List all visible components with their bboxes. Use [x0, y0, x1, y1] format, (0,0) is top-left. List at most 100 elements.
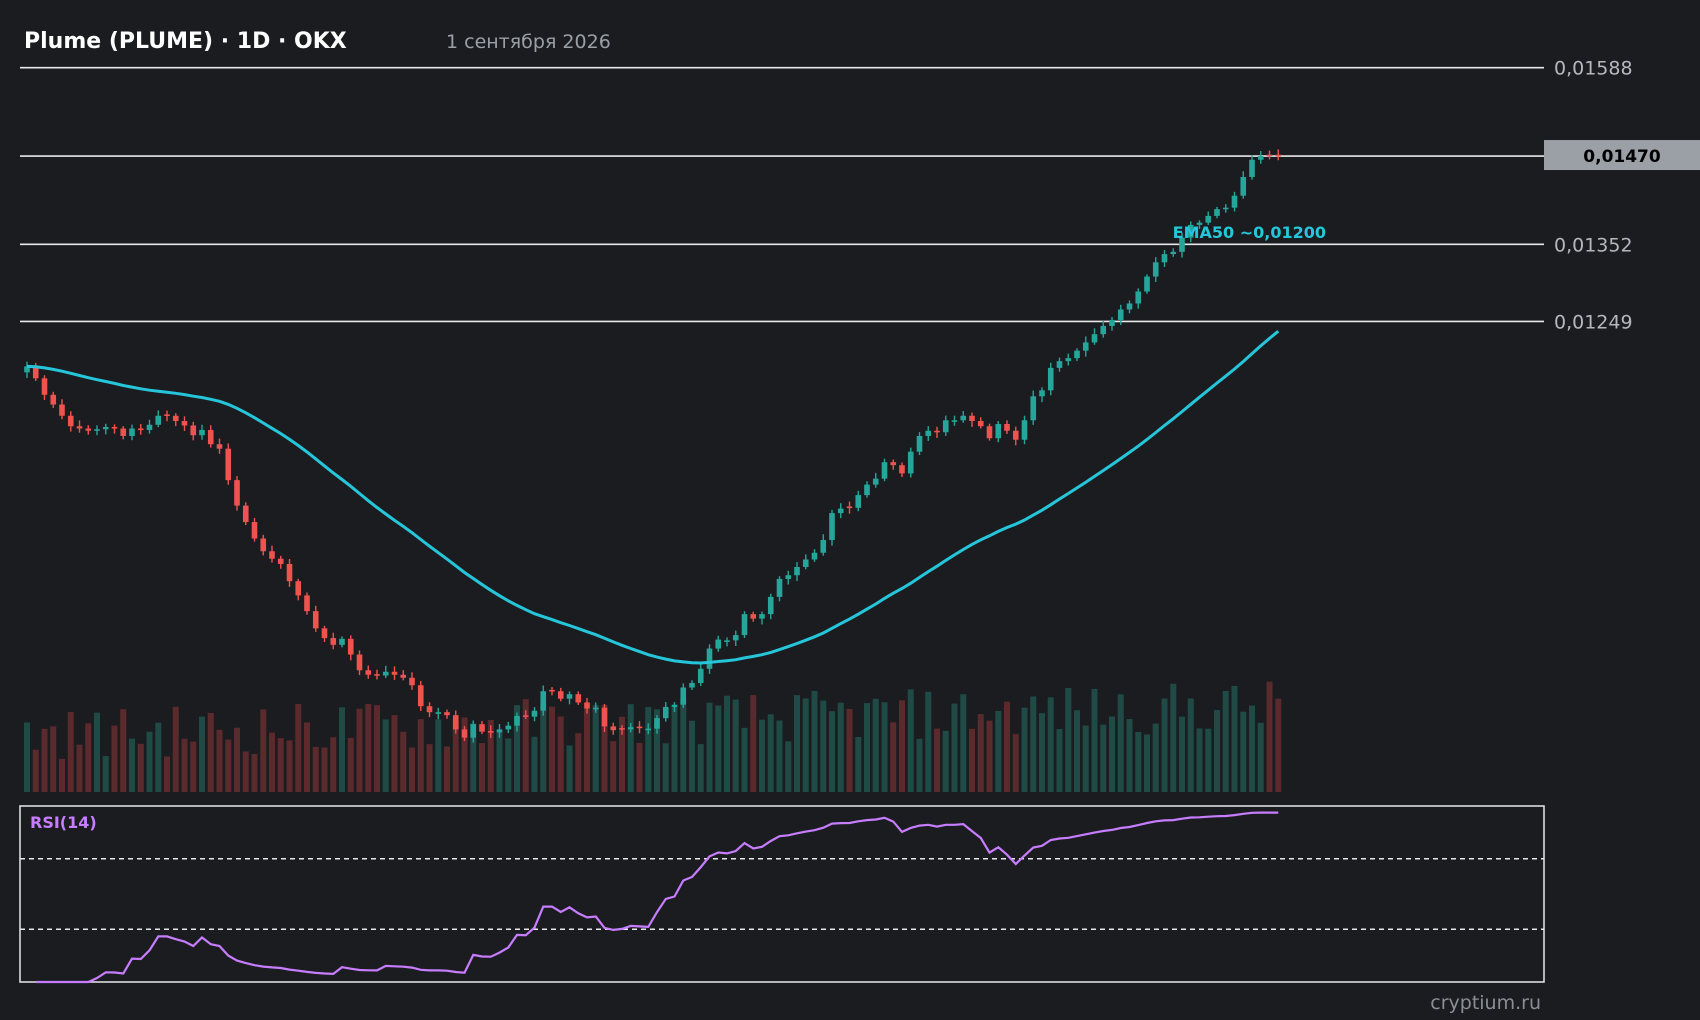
- volume-bar: [1161, 698, 1168, 792]
- volume-bar: [785, 741, 792, 792]
- volume-bar: [487, 719, 494, 792]
- volume-bar: [85, 723, 92, 792]
- volume-bar: [102, 756, 109, 792]
- volume-bar: [706, 702, 713, 792]
- volume-bar: [619, 716, 625, 792]
- candle-body: [522, 715, 529, 717]
- candle-body: [137, 428, 144, 431]
- candle-body: [76, 426, 83, 429]
- volume-bar: [312, 746, 319, 792]
- volume-bar: [1126, 718, 1133, 792]
- volume-bar: [732, 699, 739, 792]
- candle-body: [1152, 262, 1159, 277]
- volume-bar: [794, 695, 800, 792]
- volume-bar: [365, 703, 372, 792]
- candle-body: [1231, 195, 1238, 208]
- volume-bar: [172, 706, 179, 792]
- candle-body: [785, 575, 792, 579]
- volume-bar: [829, 711, 835, 792]
- volume-bar: [1047, 697, 1054, 792]
- volume-bar: [76, 744, 83, 792]
- candle-body: [1196, 222, 1203, 225]
- candle-body: [1249, 159, 1255, 177]
- volume-bar: [899, 700, 905, 792]
- candle-body: [575, 694, 582, 703]
- candle-body: [1275, 154, 1282, 157]
- volume-bar: [1004, 701, 1010, 792]
- candle-body: [470, 724, 477, 738]
- candle-body: [207, 429, 214, 445]
- volume-bar: [24, 722, 30, 792]
- candle-body: [277, 558, 284, 564]
- candle-body: [776, 578, 783, 597]
- candle-body: [172, 415, 179, 422]
- candles: [24, 149, 1282, 743]
- volume-bar: [750, 695, 757, 792]
- volume-bar: [435, 719, 442, 792]
- volume-bar: [1170, 683, 1177, 792]
- candle-body: [934, 430, 940, 433]
- volume-bar: [260, 709, 267, 792]
- candle-body: [872, 478, 879, 485]
- price-level-label: 0,01588: [1554, 58, 1633, 80]
- candle-body: [1205, 215, 1212, 223]
- candle-body: [1004, 424, 1010, 431]
- candle-body: [155, 415, 162, 425]
- candle-body: [811, 552, 818, 560]
- volume-bar: [1100, 724, 1107, 792]
- volume-bar: [505, 738, 512, 792]
- volume-bar: [951, 703, 958, 792]
- volume-bar: [872, 698, 879, 792]
- volume-bar: [514, 705, 520, 792]
- candle-body: [1222, 207, 1229, 210]
- volume-bar: [1074, 710, 1080, 792]
- volume-bar: [146, 731, 153, 792]
- candle-body: [321, 628, 328, 639]
- candle-body: [794, 566, 800, 576]
- volume-bar: [1205, 728, 1212, 792]
- candle-body: [1170, 251, 1177, 255]
- candle-body: [995, 424, 1002, 439]
- volume-bar: [111, 725, 118, 792]
- candle-body: [977, 421, 984, 427]
- candle-body: [269, 551, 275, 559]
- rsi-panel: RSI(14): [19, 805, 1545, 984]
- candle-body: [1091, 334, 1098, 343]
- candle-body: [829, 513, 835, 541]
- volume-bar: [234, 727, 240, 792]
- candle-body: [584, 702, 590, 709]
- volume-bar: [1275, 698, 1282, 792]
- candle-body: [50, 394, 57, 405]
- volume-bar: [662, 743, 669, 792]
- candle-body: [190, 425, 197, 436]
- volume-bar: [1082, 725, 1089, 792]
- candle-body: [479, 724, 485, 732]
- volume-bar: [496, 732, 503, 792]
- volume-bar: [741, 727, 748, 792]
- candle-body: [689, 682, 695, 688]
- volume-bar: [864, 703, 870, 792]
- volume-bar: [242, 751, 249, 792]
- candle-body: [969, 415, 975, 422]
- volume-bar: [1266, 681, 1273, 792]
- candle-body: [1012, 430, 1019, 440]
- volume-bar: [645, 707, 652, 792]
- volume-bar: [767, 714, 774, 792]
- candle-body: [391, 671, 398, 675]
- candle-body: [1117, 309, 1124, 320]
- candle-body: [417, 685, 424, 707]
- volume-bar: [925, 691, 932, 792]
- volume-bar: [391, 715, 398, 792]
- candle-body: [32, 366, 39, 379]
- volume-bar: [137, 743, 144, 792]
- volume-bar: [855, 736, 862, 792]
- candle-body: [496, 729, 503, 733]
- candle-body: [540, 691, 547, 711]
- candle-body: [1065, 358, 1072, 362]
- volume-bar: [610, 741, 617, 792]
- candle-body: [304, 595, 310, 612]
- volume-bar: [811, 690, 818, 792]
- candle-body: [846, 506, 853, 509]
- candle-body: [1135, 291, 1142, 304]
- candle-body: [356, 654, 363, 671]
